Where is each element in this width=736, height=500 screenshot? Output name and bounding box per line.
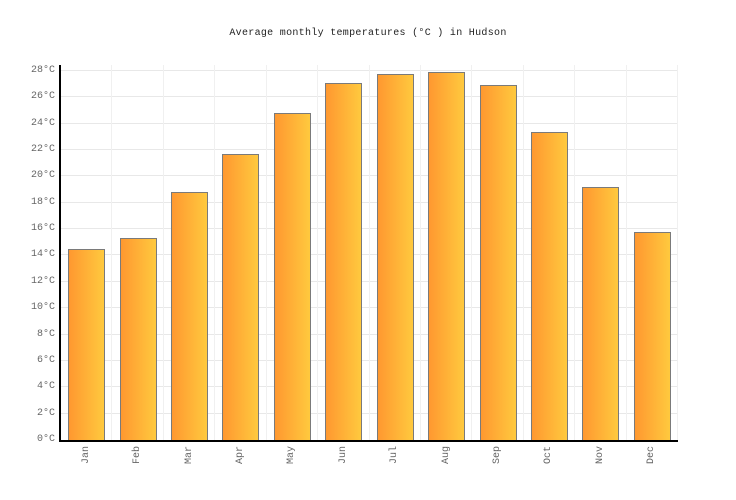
bar-jun[interactable] <box>325 83 363 440</box>
y-tick-label-26: 26°C <box>30 91 55 103</box>
bar-may[interactable] <box>273 113 311 440</box>
chart-title: Average monthly temperatures (°C ) in Hu… <box>229 28 507 39</box>
x-tick-label-may: May <box>286 446 298 465</box>
grid-layer <box>61 65 678 440</box>
x-axis-tick-labels: Jan Feb Mar Apr May Jun Jul Aug Sep Oct Nov Dec <box>61 446 678 496</box>
y-tick-label-28: 28°C <box>30 64 55 76</box>
v-gridline-5 <box>317 65 318 440</box>
bar-mar[interactable] <box>171 192 209 440</box>
y-tick-label-2: 2°C <box>36 407 55 419</box>
y-tick-label-24: 24°C <box>30 117 55 129</box>
bar-dec[interactable] <box>633 232 671 440</box>
y-tick-label-0: 0°C <box>36 434 55 445</box>
bar-jan[interactable] <box>68 249 106 440</box>
x-tick-label-oct: Oct <box>543 446 555 465</box>
bar-aug[interactable] <box>428 72 466 440</box>
bar-oct[interactable] <box>530 132 568 440</box>
y-tick-label-20: 20°C <box>30 170 55 182</box>
y-tick-label-14: 14°C <box>30 249 55 261</box>
y-tick-label-10: 10°C <box>30 302 55 314</box>
x-tick-label-jun: Jun <box>337 446 349 465</box>
y-tick-label-12: 12°C <box>30 275 55 287</box>
x-tick-label-jan: Jan <box>80 446 92 465</box>
v-gridline-8 <box>471 65 472 440</box>
x-tick-label-sep: Sep <box>492 446 504 465</box>
x-tick-label-mar: Mar <box>183 446 195 465</box>
y-tick-label-22: 22°C <box>30 144 55 156</box>
bars-layer <box>61 65 678 440</box>
v-gridline-2 <box>163 65 164 440</box>
v-gridline-9 <box>523 65 524 440</box>
bar-sep[interactable] <box>479 85 517 440</box>
y-axis-tick-labels: 0°C 2°C 4°C 6°C 8°C 10°C 12°C 14°C 16°C 18°C 20°C 2… <box>0 65 55 455</box>
y-tick-label-6: 6°C <box>36 354 55 366</box>
v-gridline-6 <box>369 65 370 440</box>
x-tick-label-feb: Feb <box>132 446 144 465</box>
y-tick-label-8: 8°C <box>36 328 55 340</box>
x-tick-label-apr: Apr <box>234 446 246 465</box>
bar-feb[interactable] <box>119 238 157 440</box>
y-tick-label-16: 16°C <box>30 223 55 235</box>
x-tick-label-dec: Dec <box>646 446 658 465</box>
x-tick-label-nov: Nov <box>594 446 606 465</box>
v-gridline-10 <box>574 65 575 440</box>
v-gridline-12 <box>677 65 678 440</box>
plot-area <box>59 65 678 442</box>
v-gridline-7 <box>420 65 421 440</box>
bar-apr[interactable] <box>222 154 260 440</box>
bar-nov[interactable] <box>582 187 620 440</box>
x-tick-label-jul: Jul <box>389 446 401 465</box>
v-gridline-4 <box>266 65 267 440</box>
y-tick-label-18: 18°C <box>30 196 55 208</box>
y-tick-label-4: 4°C <box>36 381 55 393</box>
v-gridline-3 <box>214 65 215 440</box>
v-gridline-11 <box>626 65 627 440</box>
x-tick-label-aug: Aug <box>440 446 452 465</box>
bar-jul[interactable] <box>376 74 414 440</box>
v-gridline-1 <box>111 65 112 440</box>
